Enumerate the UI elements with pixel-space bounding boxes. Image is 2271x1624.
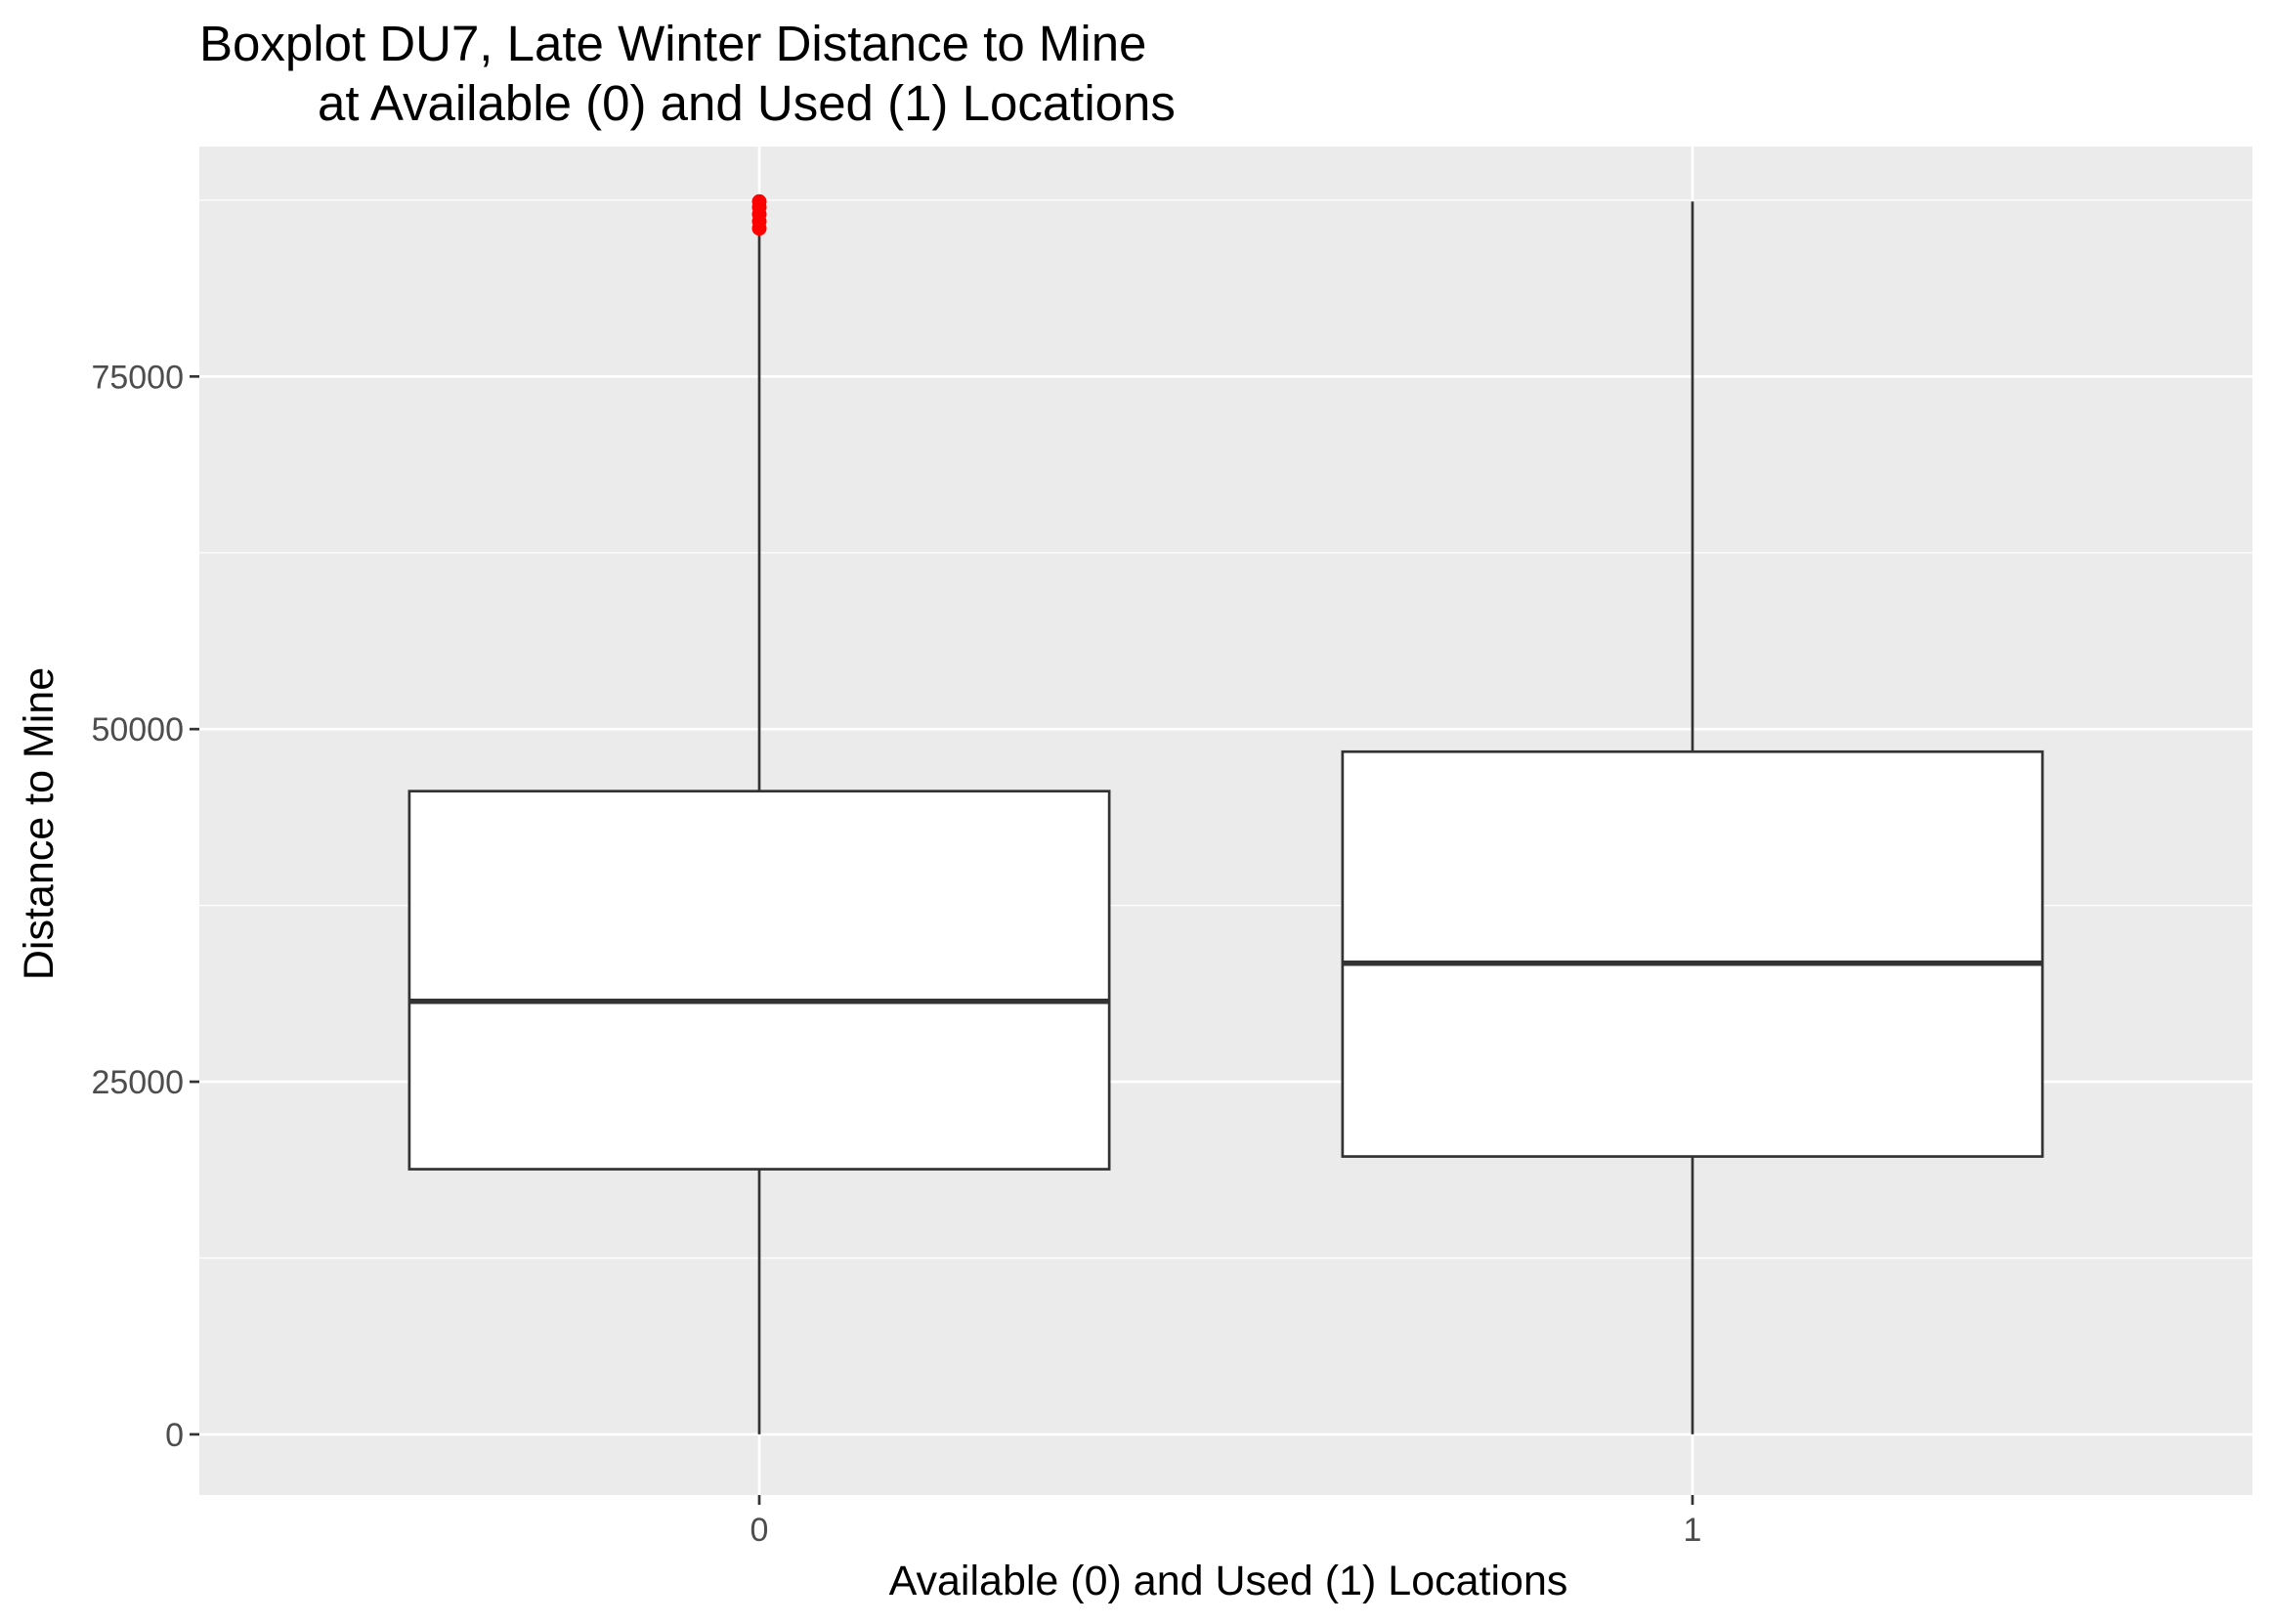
y-tick-label: 75000 [91, 359, 184, 396]
outlier-point [751, 193, 767, 209]
x-tick-label: 1 [1684, 1512, 1702, 1549]
box-iqr [1341, 749, 2044, 1158]
y-axis-title: Distance to Mine [16, 667, 63, 980]
y-tick-label: 50000 [91, 711, 184, 748]
chart-title: Boxplot DU7, Late Winter Distance to Min… [199, 16, 1146, 71]
box-group-1 [1341, 201, 2044, 1434]
y-tick-label: 25000 [91, 1064, 184, 1101]
box-series [407, 193, 2044, 1434]
box-group-0 [407, 193, 1111, 1434]
chart-subtitle: at Available (0) and Used (1) Locations [318, 75, 1176, 131]
box-iqr [407, 790, 1111, 1171]
y-axis: 0 25000 50000 75000 [91, 359, 199, 1454]
x-axis-title: Available (0) and Used (1) Locations [889, 1558, 1568, 1604]
x-tick-label: 0 [750, 1512, 769, 1549]
y-tick-label: 0 [165, 1417, 184, 1454]
